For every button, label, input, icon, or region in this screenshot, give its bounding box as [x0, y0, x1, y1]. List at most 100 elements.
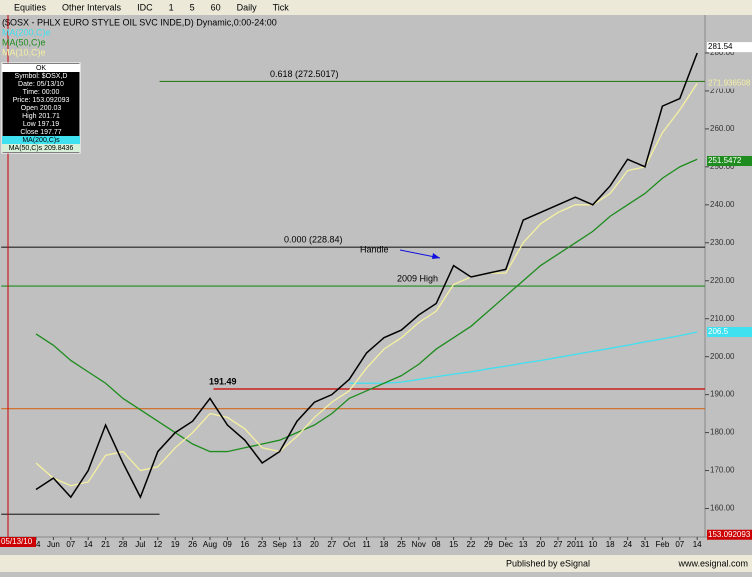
x-tick-label: 13	[519, 540, 528, 549]
y-tick-label: 220.00	[710, 276, 735, 285]
price-tag-box	[707, 78, 752, 89]
price-tag-box	[707, 155, 752, 166]
info-row: Symbol: $OSX,D	[15, 73, 68, 80]
x-tick-label: 24	[32, 540, 41, 549]
price-tag: 206.5	[708, 327, 729, 336]
toolbar-button[interactable]: 1	[169, 2, 174, 12]
toolbar-button[interactable]: 60	[211, 2, 221, 12]
price-tag-box	[707, 326, 752, 337]
price-tag-box	[707, 42, 752, 53]
x-tick-label: 26	[188, 540, 197, 549]
price-tag: 251.5472	[708, 156, 742, 165]
arrow-head	[432, 253, 440, 259]
price-tag-box	[707, 529, 752, 540]
toolbar-button[interactable]: 5	[190, 2, 195, 12]
legend-entry: MA(50,C)e	[2, 37, 46, 47]
x-tick-label: 29	[484, 540, 493, 549]
x-tick-label: Nov	[412, 540, 426, 549]
x-tick-label: 09	[223, 540, 232, 549]
info-row: Open 200.03	[21, 105, 62, 112]
series-line	[35, 52, 698, 499]
price-tag: 271.936508	[708, 79, 751, 88]
x-tick-label: 08	[432, 540, 441, 549]
info-row: MA(50,C)s 209.8436	[9, 145, 74, 152]
x-tick-label: 13	[293, 540, 302, 549]
x-tick-label: 20	[536, 540, 545, 549]
info-row: High 201.71	[22, 113, 60, 120]
toolbar-button[interactable]: IDC	[137, 2, 153, 12]
x-tick-label: 14	[693, 540, 702, 549]
y-tick-label: 270.00	[710, 86, 735, 95]
info-row: Date: 05/13/10	[18, 81, 64, 88]
plot-area	[0, 15, 752, 555]
info-row: Close 197.77	[20, 129, 61, 136]
status-right: www.esignal.com	[677, 558, 748, 568]
x-tick-label: 07	[675, 540, 684, 549]
x-tick-label: 15	[449, 540, 458, 549]
y-tick-label: 180.00	[710, 428, 735, 437]
series-line	[35, 158, 698, 453]
toolbar-button[interactable]: Other Intervals	[62, 2, 122, 12]
level-label: 191.49	[209, 376, 237, 386]
toolbar	[0, 0, 752, 15]
x-tick-label: Jul	[135, 540, 145, 549]
y-tick-label: 240.00	[710, 200, 735, 209]
x-tick-label: 24	[623, 540, 632, 549]
x-tick-label: 23	[258, 540, 267, 549]
y-tick-label: 160.00	[710, 504, 735, 513]
x-tick-label: 27	[554, 540, 563, 549]
toolbar-button[interactable]: Tick	[273, 2, 290, 12]
y-tick-label: 260.00	[710, 124, 735, 133]
legend-entry: MA(200,C)e	[2, 27, 51, 37]
y-tick-label: 200.00	[710, 352, 735, 361]
y-tick-label: 250.00	[710, 162, 735, 171]
cursor-date-box	[0, 537, 36, 547]
series-line	[349, 331, 698, 384]
x-tick-label: 16	[240, 540, 249, 549]
info-row: Time: 00:00	[23, 89, 60, 96]
y-tick-label: 190.00	[710, 390, 735, 399]
x-tick-label: Dec	[499, 540, 513, 549]
x-tick-label: 22	[467, 540, 476, 549]
level-label: 0.618 (272.5017)	[270, 69, 339, 79]
x-tick-label: 10	[588, 540, 597, 549]
x-tick-label: 2011	[567, 540, 585, 549]
info-row: Price: 153.092093	[13, 97, 70, 104]
toolbar-button[interactable]: Daily	[237, 2, 258, 12]
x-tick-label: 11	[362, 540, 371, 549]
x-tick-label: Feb	[656, 540, 670, 549]
info-row-bg	[2, 136, 80, 144]
x-tick-label: 12	[153, 540, 162, 549]
x-tick-label: 31	[641, 540, 650, 549]
toolbar-button[interactable]: Equities	[14, 2, 47, 12]
x-tick-label: 18	[606, 540, 615, 549]
x-tick-label: 28	[119, 540, 128, 549]
cursor-date: 05/13/10	[1, 537, 33, 546]
legend-entry: MA(10,C)e	[2, 47, 46, 57]
x-tick-label: Aug	[203, 540, 217, 549]
y-tick-label: 230.00	[710, 238, 735, 247]
x-tick-label: 21	[101, 540, 110, 549]
price-tag: 153.092093	[708, 530, 751, 539]
x-tick-label: 19	[171, 540, 180, 549]
x-tick-label: Sep	[272, 540, 287, 549]
x-tick-label: 14	[84, 540, 93, 549]
x-tick-label: 25	[397, 540, 406, 549]
info-row-bg	[2, 144, 80, 152]
x-tick-label: Oct	[343, 540, 356, 549]
x-tick-label: 18	[380, 540, 389, 549]
level-label: 2009 High	[397, 273, 438, 283]
chart-title: ($OSX - PHLX EURO STYLE OIL SVC INDE,D) …	[2, 17, 277, 27]
y-tick-label: 170.00	[710, 466, 735, 475]
x-tick-label: 20	[310, 540, 319, 549]
status-bar	[0, 555, 752, 572]
x-tick-label: Jun	[47, 540, 60, 549]
series-line	[35, 82, 698, 487]
info-row: OK	[36, 65, 46, 72]
x-tick-label: 07	[66, 540, 75, 549]
price-tag: 281.54	[708, 42, 733, 51]
y-tick-label: 210.00	[710, 314, 735, 323]
info-row: MA(200,C)s	[22, 137, 60, 144]
status-left: Published by eSignal	[506, 558, 590, 568]
